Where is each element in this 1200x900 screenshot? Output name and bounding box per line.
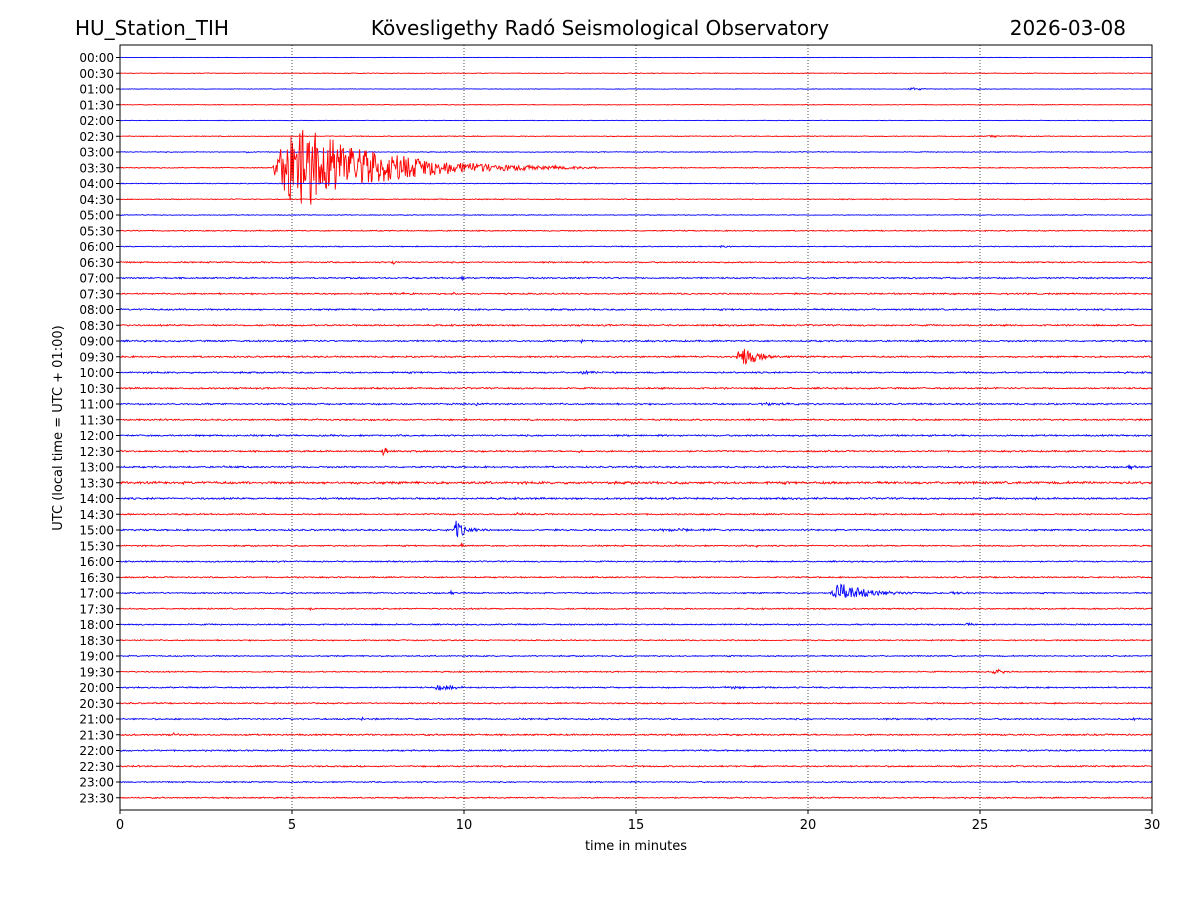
- y-tick-label: 01:30: [79, 98, 114, 112]
- y-tick-label: 14:00: [79, 492, 114, 506]
- y-tick-label: 18:00: [79, 618, 114, 632]
- trace-1700: [119, 583, 1153, 599]
- y-tick-label: 06:00: [79, 240, 114, 254]
- trace-0630: [119, 260, 1153, 265]
- y-tick-label: 12:00: [79, 429, 114, 443]
- trace-2330: [119, 796, 1153, 800]
- trace-1730: [119, 606, 1153, 612]
- trace-1830: [119, 638, 1153, 642]
- trace-0130: [119, 103, 1153, 106]
- y-tick-label: 11:00: [79, 398, 114, 412]
- y-tick-label: 23:00: [79, 776, 114, 790]
- trace-0700: [119, 274, 1153, 282]
- y-tick-label: 00:00: [79, 51, 114, 65]
- trace-1500: [119, 520, 1153, 538]
- y-tick-label: 17:00: [79, 587, 114, 601]
- y-tick-label: 23:30: [79, 791, 114, 805]
- y-tick-label: 22:30: [79, 760, 114, 774]
- time-gridlines: [291, 45, 981, 810]
- y-tick-label: 19:00: [79, 650, 114, 664]
- y-tick-label: 20:00: [79, 681, 114, 695]
- y-tick-label: 18:30: [79, 634, 114, 648]
- y-tick-label: 10:00: [79, 366, 114, 380]
- trace-1930: [119, 668, 1153, 675]
- y-tick-label: 21:00: [79, 713, 114, 727]
- y-tick-label: 10:30: [79, 382, 114, 396]
- x-tick-label: 20: [800, 818, 817, 833]
- trace-2100: [119, 716, 1153, 722]
- chart-title: Kövesligethy Radó Seismological Observat…: [370, 16, 830, 40]
- y-tick-label: 19:30: [79, 665, 114, 679]
- x-tick-label: 25: [972, 818, 989, 833]
- y-tick-label: 07:30: [79, 287, 114, 301]
- trace-0030: [119, 72, 1153, 75]
- station-name: HU_Station_TIH: [75, 16, 229, 40]
- x-axis: 0 5 10 15 20 25 30: [116, 810, 1160, 833]
- chart-date: 2026-03-08: [1009, 16, 1126, 40]
- x-tick-label: 15: [628, 818, 645, 833]
- trace-0500: [119, 213, 1153, 217]
- y-tick-label: 15:30: [79, 539, 114, 553]
- y-tick-label: 11:30: [79, 413, 114, 427]
- trace-0100: [119, 87, 1153, 91]
- x-tick-label: 10: [456, 818, 473, 833]
- y-tick-label: 13:00: [79, 461, 114, 475]
- y-tick-label: 21:30: [79, 728, 114, 742]
- trace-1130: [119, 417, 1153, 422]
- y-tick-label: 08:30: [79, 319, 114, 333]
- x-tick-label: 5: [288, 818, 296, 833]
- trace-0300: [119, 150, 1153, 154]
- trace-1430: [119, 511, 1153, 516]
- y-tick-label: 03:30: [79, 161, 114, 175]
- y-tick-label: 20:30: [79, 697, 114, 711]
- y-tick-label: 09:00: [79, 335, 114, 349]
- y-tick-label: 05:30: [79, 224, 114, 238]
- y-tick-label: 02:00: [79, 114, 114, 128]
- y-tick-label: 04:30: [79, 193, 114, 207]
- y-tick-label: 15:00: [79, 524, 114, 538]
- y-tick-label: 22:00: [79, 744, 114, 758]
- y-tick-label: 12:30: [79, 445, 114, 459]
- y-tick-label: 09:30: [79, 350, 114, 364]
- x-tick-label: 0: [116, 818, 124, 833]
- y-tick-label: 03:00: [79, 146, 114, 160]
- trace-1100: [119, 401, 1153, 407]
- y-tick-label: 17:30: [79, 602, 114, 616]
- x-tick-label: 30: [1144, 818, 1161, 833]
- trace-1900: [119, 654, 1153, 658]
- trace-0900: [119, 338, 1153, 345]
- y-tick-label: 04:00: [79, 177, 114, 191]
- trace-2130: [119, 732, 1153, 737]
- y-tick-label: 06:30: [79, 256, 114, 270]
- y-tick-label: 07:00: [79, 272, 114, 286]
- y-tick-label: 01:00: [79, 83, 114, 97]
- trace-1300: [119, 464, 1153, 471]
- y-tick-label: 00:30: [79, 67, 114, 81]
- y-tick-label: 16:30: [79, 571, 114, 585]
- y-tick-label: 16:00: [79, 555, 114, 569]
- y-tick-label: 05:00: [79, 209, 114, 223]
- trace-0430: [119, 198, 1153, 201]
- y-tick-label: 13:30: [79, 476, 114, 490]
- y-tick-label: 14:30: [79, 508, 114, 522]
- trace-2300: [119, 780, 1153, 784]
- trace-0230: [119, 134, 1153, 139]
- y-tick-label: 08:00: [79, 303, 114, 317]
- y-axis-label: UTC (local time = UTC + 01:00): [51, 325, 66, 530]
- y-tick-label: 02:30: [79, 130, 114, 144]
- x-axis-label: time in minutes: [585, 839, 687, 854]
- trace-0530: [119, 229, 1153, 233]
